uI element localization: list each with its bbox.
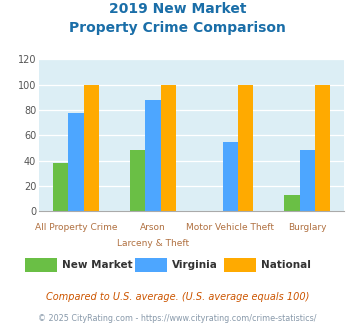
Text: Compared to U.S. average. (U.S. average equals 100): Compared to U.S. average. (U.S. average … [46, 292, 309, 302]
Text: Property Crime Comparison: Property Crime Comparison [69, 21, 286, 35]
Bar [53, 163, 69, 211]
Text: Burglary: Burglary [288, 223, 327, 232]
Text: © 2025 CityRating.com - https://www.cityrating.com/crime-statistics/: © 2025 CityRating.com - https://www.city… [38, 314, 317, 323]
Text: Arson: Arson [140, 223, 166, 232]
Bar [315, 85, 331, 211]
Text: Virginia: Virginia [172, 260, 218, 270]
Bar [84, 85, 99, 211]
Text: New Market: New Market [62, 260, 133, 270]
Text: Motor Vehicle Theft: Motor Vehicle Theft [186, 223, 274, 232]
Bar [161, 85, 176, 211]
Text: 2019 New Market: 2019 New Market [109, 2, 246, 16]
Bar [300, 150, 315, 211]
Bar [238, 85, 253, 211]
Text: All Property Crime: All Property Crime [35, 223, 117, 232]
Bar [223, 142, 238, 211]
Text: National: National [261, 260, 311, 270]
Bar [284, 195, 300, 211]
Bar [69, 113, 84, 211]
Text: Larceny & Theft: Larceny & Theft [117, 239, 189, 248]
Bar [130, 150, 146, 211]
Bar [146, 100, 161, 211]
